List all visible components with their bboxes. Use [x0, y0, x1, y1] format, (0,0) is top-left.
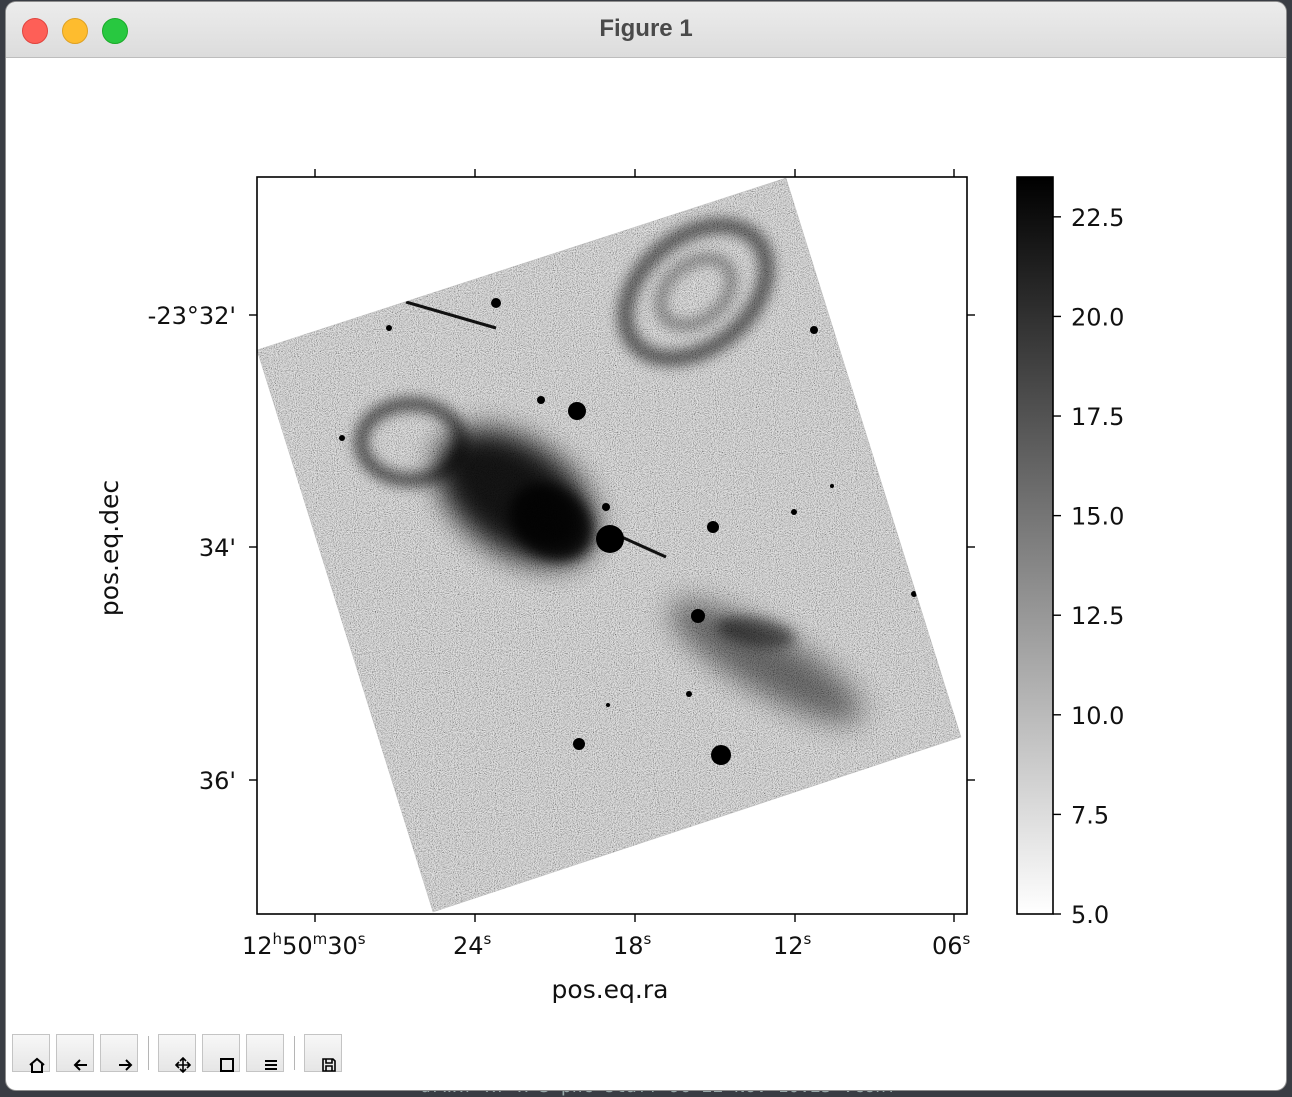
zoom-window-button[interactable] [102, 18, 128, 44]
minimize-button[interactable] [62, 18, 88, 44]
forward-arrow-icon [119, 1059, 133, 1071]
title-bar[interactable]: Figure 1 [6, 2, 1286, 58]
subplots-icon [265, 1060, 277, 1070]
y-tick-label: -23°32' [148, 302, 236, 330]
point-sources [339, 298, 917, 765]
axes-frame [256, 176, 968, 915]
toolbar-separator [148, 1036, 149, 1070]
x-tick-label: 12h50m30s [242, 930, 366, 960]
y-axis-label: pos.eq.dec [95, 480, 124, 616]
x-tick-label: 24s [453, 930, 492, 960]
colorbar-tick-label: 22.5 [1071, 204, 1124, 232]
close-button[interactable] [22, 18, 48, 44]
x-axis-label: pos.eq.ra [552, 975, 669, 1004]
save-button[interactable] [304, 1034, 342, 1072]
y-tick-label: 34' [199, 534, 236, 562]
colorbar: 22.5 20.0 17.5 15.0 12.5 10.0 7.5 5.0 [1016, 176, 1124, 929]
pan-button[interactable] [158, 1034, 196, 1073]
x-tick-label: 06s [932, 930, 971, 960]
colorbar-tick-label: 5.0 [1071, 901, 1109, 929]
navigation-toolbar [6, 1032, 1286, 1090]
figure-canvas[interactable]: 12h50m30s 24s 18s 12s 06s -23°32' 34' 36… [6, 58, 1286, 1032]
colorbar-tick-label: 15.0 [1071, 503, 1124, 531]
colorbar-gradient [1016, 176, 1054, 915]
pan-icon [175, 1057, 191, 1073]
subplots-button[interactable] [246, 1034, 284, 1072]
home-icon [29, 1057, 45, 1073]
colorbar-tick-label: 12.5 [1071, 602, 1124, 630]
x-tick-label: 12s [773, 930, 812, 960]
forward-button[interactable] [100, 1034, 138, 1072]
image-field [256, 177, 962, 913]
home-button[interactable] [12, 1034, 50, 1073]
zoom-button[interactable] [202, 1034, 240, 1072]
colorbar-tick-label: 17.5 [1071, 403, 1124, 431]
toolbar-separator [294, 1036, 295, 1070]
back-button[interactable] [56, 1034, 94, 1072]
colorbar-tick-label: 10.0 [1071, 702, 1124, 730]
figure-window: Figure 1 [6, 2, 1286, 1090]
colorbar-tick-label: 20.0 [1071, 303, 1124, 331]
y-tick-label: 36' [199, 767, 236, 795]
axis-ticks [249, 169, 975, 922]
galaxy-features [354, 217, 863, 723]
x-tick-label: 18s [613, 930, 652, 960]
zoom-icon [220, 1058, 234, 1072]
save-icon [322, 1058, 336, 1072]
colorbar-tick-label: 7.5 [1071, 801, 1109, 829]
back-arrow-icon [73, 1059, 87, 1071]
window-title: Figure 1 [599, 15, 693, 42]
